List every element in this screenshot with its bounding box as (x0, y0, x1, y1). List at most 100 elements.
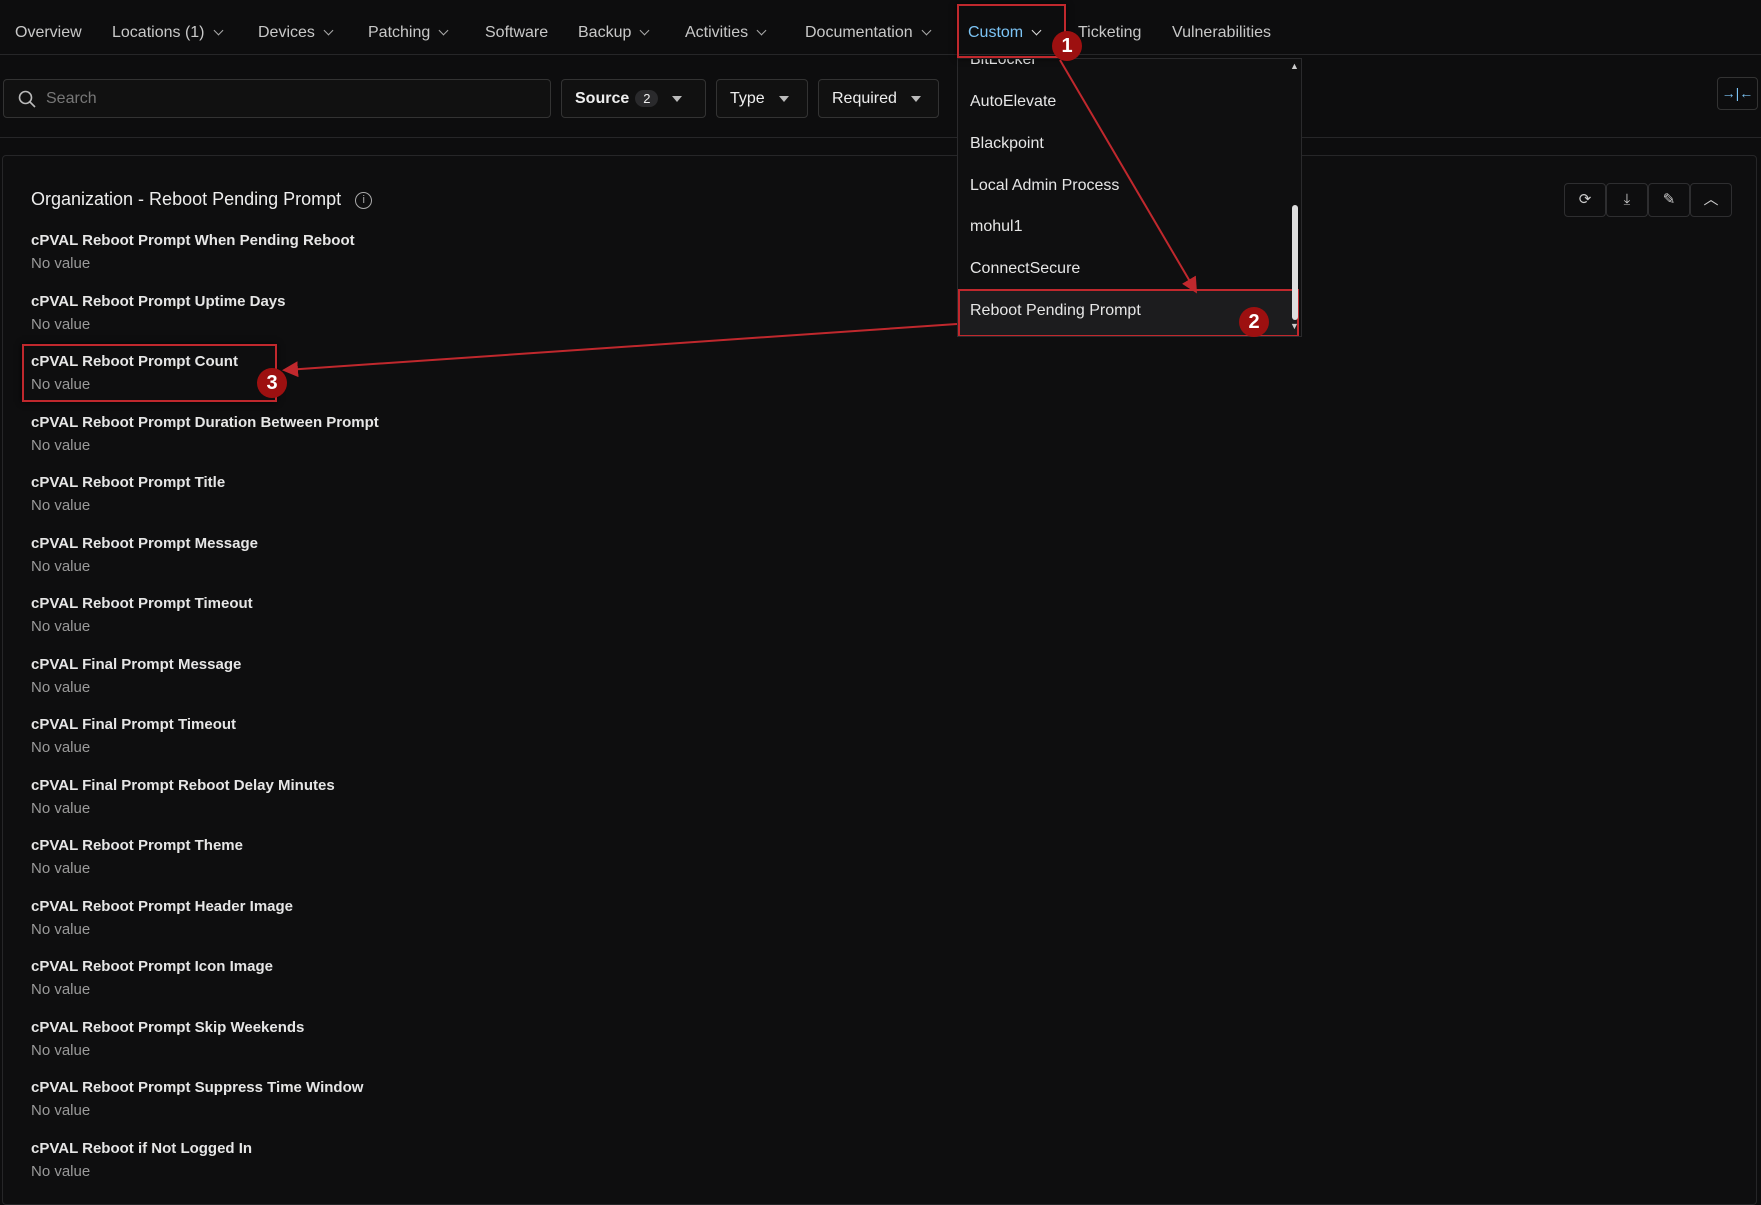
nav-activities[interactable]: Activities (685, 24, 767, 42)
nav-locations[interactable]: Locations (1) (112, 24, 223, 42)
nav-software[interactable]: Software (485, 24, 548, 42)
collapse-icon: →|← (1721, 85, 1754, 101)
caret-down-icon (910, 95, 921, 102)
field-label: cPVAL Final Prompt Timeout (31, 716, 237, 733)
annotation-arrow-2 (282, 323, 958, 378)
top-nav: Overview Locations (1) Devices Patching Soft… (0, 0, 1761, 55)
type-label: Type (730, 90, 765, 107)
nav-label: Documentation (805, 24, 913, 41)
dropdown-item[interactable]: Reboot Pending Prompt (970, 302, 1141, 319)
field-label: cPVAL Reboot Prompt Count (31, 353, 238, 370)
search-icon (18, 90, 36, 108)
field-label: cPVAL Reboot Prompt Uptime Days (31, 292, 286, 310)
field-value: No value (31, 315, 91, 333)
scroll-up-icon[interactable]: ▲ (1290, 61, 1299, 71)
custom-field: cPVAL Reboot Prompt Duration Between Pro… (31, 414, 379, 454)
custom-field: cPVAL Final Prompt Message No value (31, 656, 241, 696)
custom-field: cPVAL Reboot Prompt Skip Weekends No valu… (31, 1019, 304, 1059)
nav-backup[interactable]: Backup (578, 24, 650, 42)
custom-field: cPVAL Reboot Prompt Theme No value (31, 837, 243, 877)
info-icon[interactable]: i (355, 191, 373, 209)
custom-field: cPVAL Reboot Prompt Count No value (31, 353, 238, 393)
scroll-down-icon[interactable]: ▼ (1290, 321, 1299, 331)
field-value: No value (31, 557, 91, 575)
nav-documentation[interactable]: Documentation (805, 24, 932, 42)
nav-label: Ticketing (1078, 24, 1142, 41)
nav-label: Overview (15, 24, 82, 41)
search-input[interactable]: Search (3, 79, 551, 118)
custom-dropdown-menu: ▲ ▼ BitLocker AutoElevate Blackpoint Local … (957, 58, 1302, 337)
source-filter[interactable]: Source 2 (561, 79, 706, 118)
collapse-card-button[interactable]: ︿ (1690, 183, 1732, 217)
custom-field: cPVAL Reboot Prompt Header Image No value (31, 898, 293, 938)
custom-field: cPVAL Final Prompt Timeout No value (31, 716, 236, 756)
nav-label: Locations (1) (112, 24, 205, 41)
refresh-icon: ⟳ (1578, 191, 1592, 208)
dropdown-item[interactable]: AutoElevate (970, 93, 1057, 110)
annotation-arrow-1 (1059, 59, 1198, 294)
card-title-text: Organization - Reboot Pending Prompt (31, 189, 342, 209)
field-value: No value (31, 497, 91, 514)
field-value: No value (31, 981, 91, 998)
field-value: No value (31, 1162, 91, 1180)
custom-field: cPVAL Final Prompt Reboot Delay Minutes N… (31, 777, 335, 817)
nav-overview[interactable]: Overview (15, 24, 82, 42)
field-label: cPVAL Reboot Prompt Suppress Time Window (31, 1079, 364, 1096)
nav-label: Software (485, 24, 549, 41)
field-value: No value (31, 1041, 91, 1059)
nav-label: Custom (968, 24, 1024, 41)
type-filter[interactable]: Type (716, 79, 808, 118)
collapse-all-button[interactable]: →|← (1717, 77, 1758, 110)
edit-icon: ✎ (1662, 191, 1676, 208)
nav-label: Activities (685, 24, 749, 41)
download-button[interactable]: ⤓ (1606, 183, 1648, 217)
nav-label: Vulnerabilities (1172, 24, 1272, 41)
required-label: Required (832, 90, 897, 107)
field-label: cPVAL Reboot Prompt Theme (31, 837, 243, 854)
caret-down-icon (778, 95, 789, 102)
field-label: cPVAL Reboot Prompt When Pending Reboot (31, 232, 355, 249)
custom-field: cPVAL Reboot Prompt Icon Image No value (31, 958, 273, 998)
custom-field: cPVAL Reboot Prompt Timeout No value (31, 595, 253, 635)
field-label: cPVAL Reboot Prompt Icon Image (31, 958, 273, 975)
custom-field: cPVAL Reboot if Not Logged In No value (31, 1140, 252, 1180)
field-value: No value (31, 436, 91, 454)
card-title: Organization - Reboot Pending Prompt i (31, 189, 373, 210)
nav-custom[interactable]: Custom (968, 24, 1042, 42)
field-value: No value (31, 739, 91, 756)
nav-patching[interactable]: Patching (368, 24, 449, 42)
source-count: 2 (635, 90, 659, 107)
scrollbar-thumb[interactable] (1292, 205, 1298, 320)
field-label: cPVAL Reboot if Not Logged In (31, 1139, 253, 1157)
dropdown-item[interactable]: mohul1 (970, 218, 1023, 235)
dropdown-item[interactable]: Blackpoint (970, 135, 1044, 152)
annotation-badge-3: 3 (257, 368, 287, 398)
field-label: cPVAL Reboot Prompt Title (31, 474, 226, 491)
field-value: No value (31, 376, 91, 393)
nav-ticketing[interactable]: Ticketing (1078, 24, 1141, 42)
field-label: cPVAL Reboot Prompt Duration Between Pro… (31, 413, 379, 431)
dropdown-item[interactable]: BitLocker (970, 58, 1037, 68)
edit-button[interactable]: ✎ (1648, 183, 1690, 217)
custom-field: cPVAL Reboot Prompt When Pending Reboot N… (31, 232, 355, 272)
custom-field: cPVAL Reboot Prompt Suppress Time Window… (31, 1079, 363, 1119)
dropdown-item[interactable]: Local Admin Process (970, 177, 1120, 194)
nav-devices[interactable]: Devices (258, 24, 334, 42)
annotation-badge-2: 2 (1239, 307, 1269, 337)
divider (0, 137, 1761, 138)
field-value: No value (31, 799, 91, 817)
refresh-button[interactable]: ⟳ (1564, 183, 1606, 217)
required-filter[interactable]: Required (818, 79, 939, 118)
search-placeholder: Search (46, 90, 97, 107)
field-label: cPVAL Reboot Prompt Timeout (31, 595, 253, 612)
source-label: Source (575, 90, 630, 107)
nav-vulnerabilities[interactable]: Vulnerabilities (1172, 24, 1271, 42)
nav-label: Patching (368, 24, 431, 41)
field-value: No value (31, 920, 91, 938)
field-label: cPVAL Reboot Prompt Message (31, 534, 258, 552)
custom-field: cPVAL Reboot Prompt Uptime Days No value (31, 293, 286, 333)
dropdown-item[interactable]: ConnectSecure (970, 260, 1081, 277)
field-label: cPVAL Final Prompt Message (31, 655, 242, 673)
custom-field: cPVAL Reboot Prompt Title No value (31, 474, 225, 514)
